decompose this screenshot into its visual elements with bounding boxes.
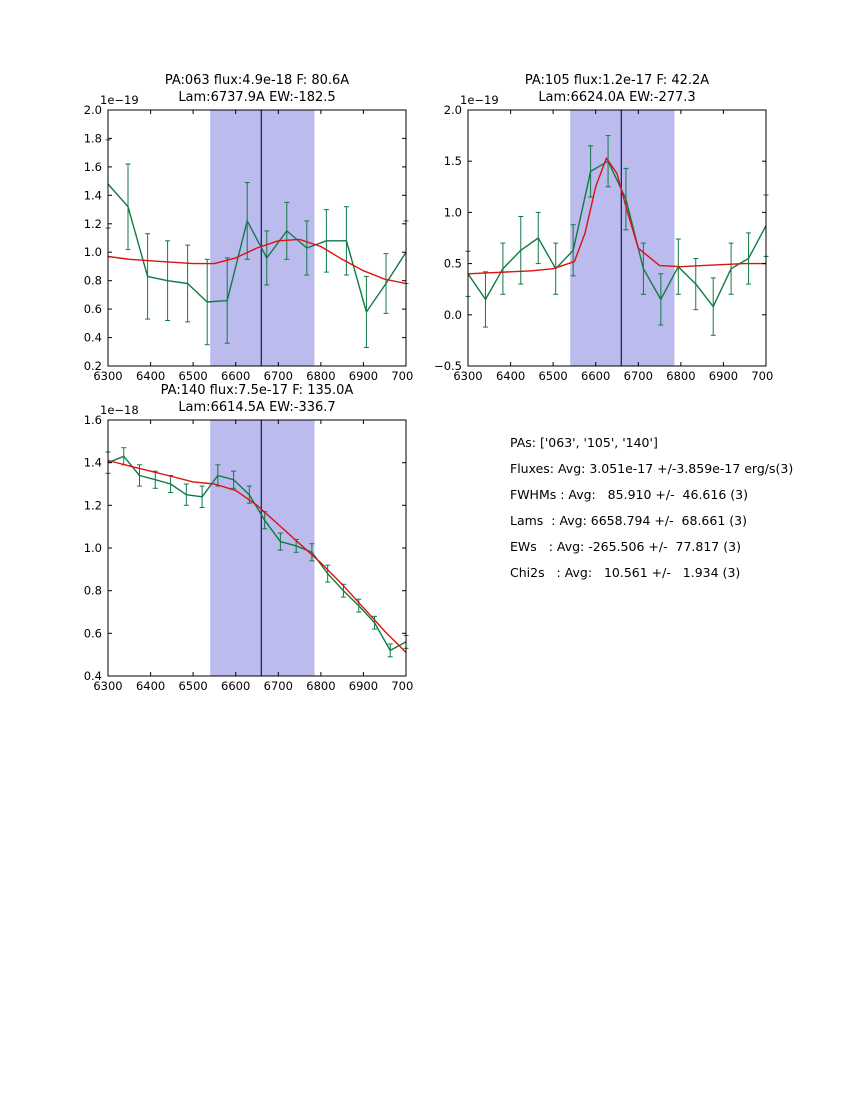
x-tick-label: 6300	[93, 369, 122, 383]
y-tick-label: 1.6	[84, 160, 102, 174]
y-tick-label: 0.5	[444, 257, 462, 271]
y-tick-label: 2.0	[84, 103, 102, 117]
x-tick-label: 6800	[306, 679, 335, 693]
x-tick-label: 6400	[496, 369, 525, 383]
stats-line-chi2s: Chi2s : Avg: 10.561 +/- 1.934 (3)	[510, 565, 741, 580]
spectrum-data-line	[467, 160, 767, 308]
y-tick-label: 0.6	[84, 302, 102, 316]
plot-title-line2: Lam:6737.9A EW:-182.5	[178, 90, 335, 105]
x-tick-label: 6900	[349, 369, 378, 383]
x-tick-label: 6600	[581, 369, 610, 383]
axis-offset-label: 1e−19	[460, 93, 499, 107]
band-region	[570, 110, 675, 366]
x-tick-label: 6900	[349, 679, 378, 693]
y-tick-label: 1.5	[444, 154, 462, 168]
spectrum-data-line	[107, 183, 407, 313]
x-tick-label: 6300	[453, 369, 482, 383]
x-tick-label: 6700	[264, 679, 293, 693]
y-tick-label: 1.4	[84, 188, 102, 202]
model-fit-line	[107, 238, 407, 285]
plot-title-line1: PA:140 flux:7.5e-17 F: 135.0A	[161, 383, 354, 398]
stats-line-ews: EWs : Avg: -265.506 +/- 77.817 (3)	[510, 539, 741, 554]
y-tick-label: 0.0	[444, 308, 462, 322]
stats-panel: PAs: ['063', '105', '140'] Fluxes: Avg: …	[510, 430, 793, 586]
x-tick-label: 6500	[178, 679, 207, 693]
x-tick-label: 6900	[709, 369, 738, 383]
plot-title-line1: PA:105 flux:1.2e-17 F: 42.2A	[525, 73, 709, 88]
spectrum-data-line	[107, 455, 407, 652]
y-tick-label: 0.8	[84, 274, 102, 288]
x-tick-label: 6600	[221, 369, 250, 383]
x-tick-label: 6500	[178, 369, 207, 383]
x-tick-label: 6400	[136, 369, 165, 383]
x-tick-label: 6500	[538, 369, 567, 383]
y-tick-label: 1.2	[84, 498, 102, 512]
model-fit-line	[467, 157, 766, 275]
band-region	[210, 420, 315, 676]
y-tick-label: 0.6	[84, 626, 102, 640]
axis-offset-label: 1e−18	[100, 403, 139, 417]
y-tick-label: 1.2	[84, 217, 102, 231]
axes-frame	[107, 109, 407, 367]
y-tick-label: 1.6	[84, 413, 102, 427]
y-tick-label: 0.8	[84, 584, 102, 598]
y-tick-label: 1.0	[84, 245, 102, 259]
x-tick-label: 6700	[264, 369, 293, 383]
axis-offset-label: 1e−19	[100, 93, 139, 107]
y-tick-label: 0.2	[84, 359, 102, 373]
model-fit-line	[107, 459, 407, 653]
x-tick-label: 6400	[136, 679, 165, 693]
x-tick-label: 6800	[306, 369, 335, 383]
x-tick-label: 6800	[666, 369, 695, 383]
axes-frame	[467, 109, 767, 367]
y-tick-label: 0.4	[84, 669, 102, 683]
x-tick-label: 6600	[221, 679, 250, 693]
y-tick-label: 0.4	[84, 331, 102, 345]
stats-line-lams: Lams : Avg: 6658.794 +/- 68.661 (3)	[510, 513, 747, 528]
y-tick-label: 1.8	[84, 131, 102, 145]
x-tick-label: 6700	[624, 369, 653, 383]
stats-line-fluxes: Fluxes: Avg: 3.051e-17 +/-3.859e-17 erg/…	[510, 461, 794, 476]
y-tick-label: 1.0	[84, 541, 102, 555]
band-region	[210, 110, 315, 366]
y-tick-label: 1.4	[84, 456, 102, 470]
stats-line-pas: PAs: ['063', '105', '140']	[510, 435, 658, 450]
y-tick-label: 2.0	[444, 103, 462, 117]
plot-title-line1: PA:063 flux:4.9e-18 F: 80.6A	[165, 73, 349, 88]
y-tick-label: 1.0	[444, 205, 462, 219]
x-tick-label: 6300	[93, 679, 122, 693]
plot-title-line2: Lam:6624.0A EW:-277.3	[538, 90, 695, 105]
y-tick-label: −0.5	[434, 359, 462, 373]
stats-line-fwhms: FWHMs : Avg: 85.910 +/- 46.616 (3)	[510, 487, 748, 502]
plot-title-line2: Lam:6614.5A EW:-336.7	[178, 400, 335, 415]
